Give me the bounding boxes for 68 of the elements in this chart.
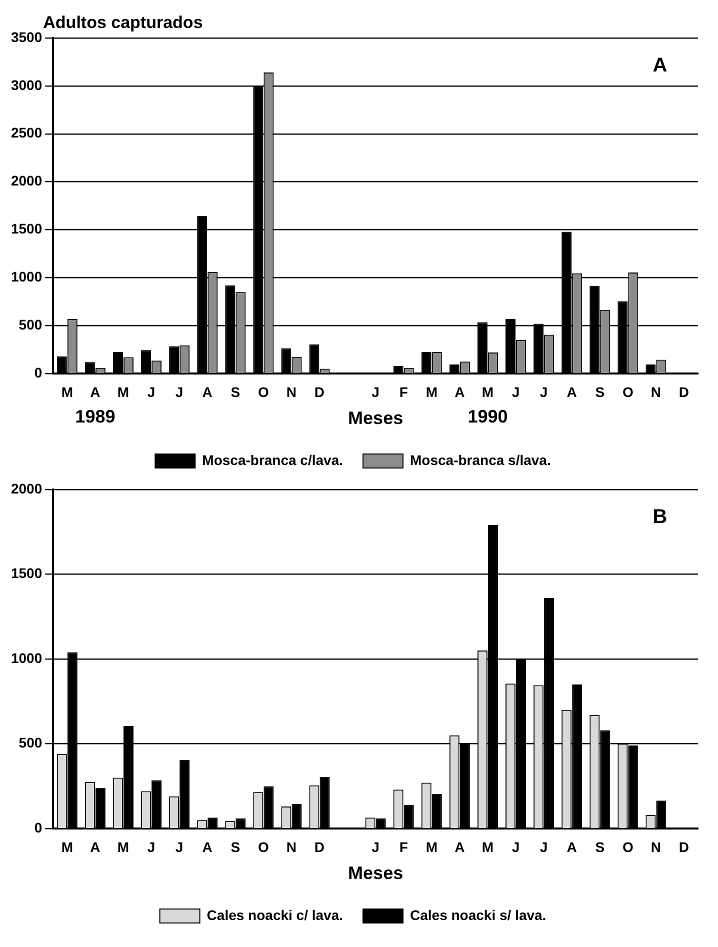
x-tick-label: A bbox=[202, 384, 212, 400]
x-tick-label: N bbox=[650, 838, 662, 855]
x-tick-label: D bbox=[678, 384, 690, 400]
x-tick-label: J bbox=[147, 838, 156, 855]
y-tick-label: 1000 bbox=[10, 650, 42, 666]
x-tick-label: J bbox=[512, 384, 520, 400]
x-tick-label: A bbox=[90, 384, 100, 400]
text: 1990 bbox=[468, 406, 508, 427]
x-tick-label: M bbox=[117, 838, 130, 855]
x-tick-label: M bbox=[61, 838, 73, 855]
x-tick-label: O bbox=[622, 838, 634, 855]
x-tick-label: A bbox=[454, 384, 465, 400]
x-tick-label: S bbox=[595, 384, 605, 400]
y-axis-title: Adultos capturados bbox=[43, 13, 203, 32]
y-tick-label: 1000 bbox=[10, 268, 42, 285]
x-tick-label: S bbox=[230, 838, 240, 855]
x-tick-label: A bbox=[202, 838, 212, 855]
y-tick-label: 3500 bbox=[10, 28, 42, 45]
y-tick-label: 2000 bbox=[10, 480, 42, 496]
x-tick-label: J bbox=[512, 838, 520, 855]
y-tick-label: 3000 bbox=[10, 76, 42, 93]
x-tick-label: M bbox=[482, 838, 494, 855]
x-tick-label: J bbox=[372, 384, 380, 400]
x-tick-label: A bbox=[454, 838, 465, 855]
x-tick-label: O bbox=[258, 838, 269, 855]
x-axis-title: Meses bbox=[348, 863, 404, 884]
annotation: B bbox=[652, 506, 668, 528]
x-tick-label: D bbox=[678, 838, 690, 855]
x-tick-label: D bbox=[314, 384, 325, 400]
x-tick-label: S bbox=[230, 384, 240, 400]
x-tick-label: A bbox=[566, 838, 577, 855]
annotation: A bbox=[652, 54, 668, 77]
legend-label: Mosca-branca s/lava. bbox=[410, 452, 551, 468]
legend-label: Mosca-branca c/lava. bbox=[202, 452, 344, 468]
x-tick-label: M bbox=[426, 384, 438, 400]
y-tick-label: 500 bbox=[18, 316, 42, 333]
x-tick-label: F bbox=[399, 384, 408, 400]
x-tick-label: O bbox=[258, 384, 269, 400]
x-tick-label: M bbox=[61, 384, 73, 400]
x-tick-label: M bbox=[426, 838, 438, 855]
y-tick-label: 2000 bbox=[10, 172, 42, 189]
y-tick-label: 1500 bbox=[10, 565, 42, 582]
x-tick-label: N bbox=[650, 384, 662, 400]
legend-label: Cales noacki s/ lava. bbox=[410, 906, 546, 923]
x-tick-label: J bbox=[540, 838, 548, 855]
x-axis-title: Meses bbox=[348, 408, 404, 428]
y-tick-label: 0 bbox=[34, 364, 42, 380]
text: 1989 bbox=[75, 406, 116, 427]
x-tick-label: A bbox=[90, 838, 100, 855]
x-tick-label: M bbox=[482, 384, 494, 400]
y-tick-label: 500 bbox=[18, 734, 42, 751]
x-tick-label: A bbox=[566, 384, 577, 400]
x-tick-label: F bbox=[399, 838, 408, 855]
x-tick-label: J bbox=[175, 838, 184, 855]
y-tick-label: 0 bbox=[34, 819, 42, 836]
y-tick-label: 1500 bbox=[10, 220, 42, 237]
x-tick-label: N bbox=[286, 838, 297, 855]
x-tick-label: J bbox=[372, 838, 380, 855]
x-tick-label: N bbox=[286, 384, 297, 400]
x-tick-label: J bbox=[175, 384, 184, 400]
legend-label: Cales noacki c/ lava. bbox=[206, 906, 344, 923]
x-tick-label: M bbox=[117, 384, 130, 400]
y-tick-label: 2500 bbox=[10, 124, 42, 141]
x-tick-label: J bbox=[540, 384, 548, 400]
x-tick-label: S bbox=[595, 838, 605, 855]
x-tick-label: J bbox=[147, 384, 156, 400]
x-tick-label: O bbox=[622, 384, 634, 400]
x-tick-label: D bbox=[314, 838, 325, 855]
